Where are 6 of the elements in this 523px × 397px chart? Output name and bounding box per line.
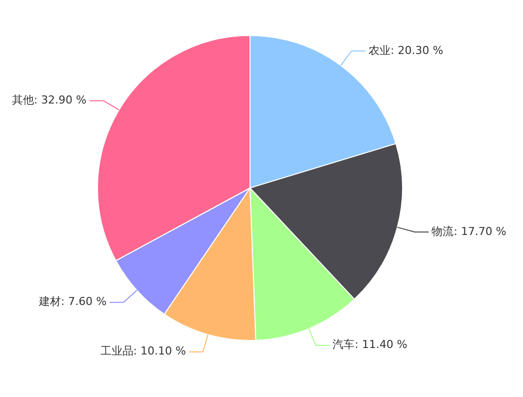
slice-label: 其他: 32.90 % [12, 94, 87, 107]
slice-label: 汽车: 11.40 % [332, 338, 408, 352]
slice-label: 建材: 7.60 % [38, 295, 107, 308]
slice-label: 农业: 20.30 % [368, 44, 444, 57]
slice-label: 物流: 17.70 % [432, 224, 506, 238]
slice-label: 工业品: 10.10 % [100, 344, 186, 358]
